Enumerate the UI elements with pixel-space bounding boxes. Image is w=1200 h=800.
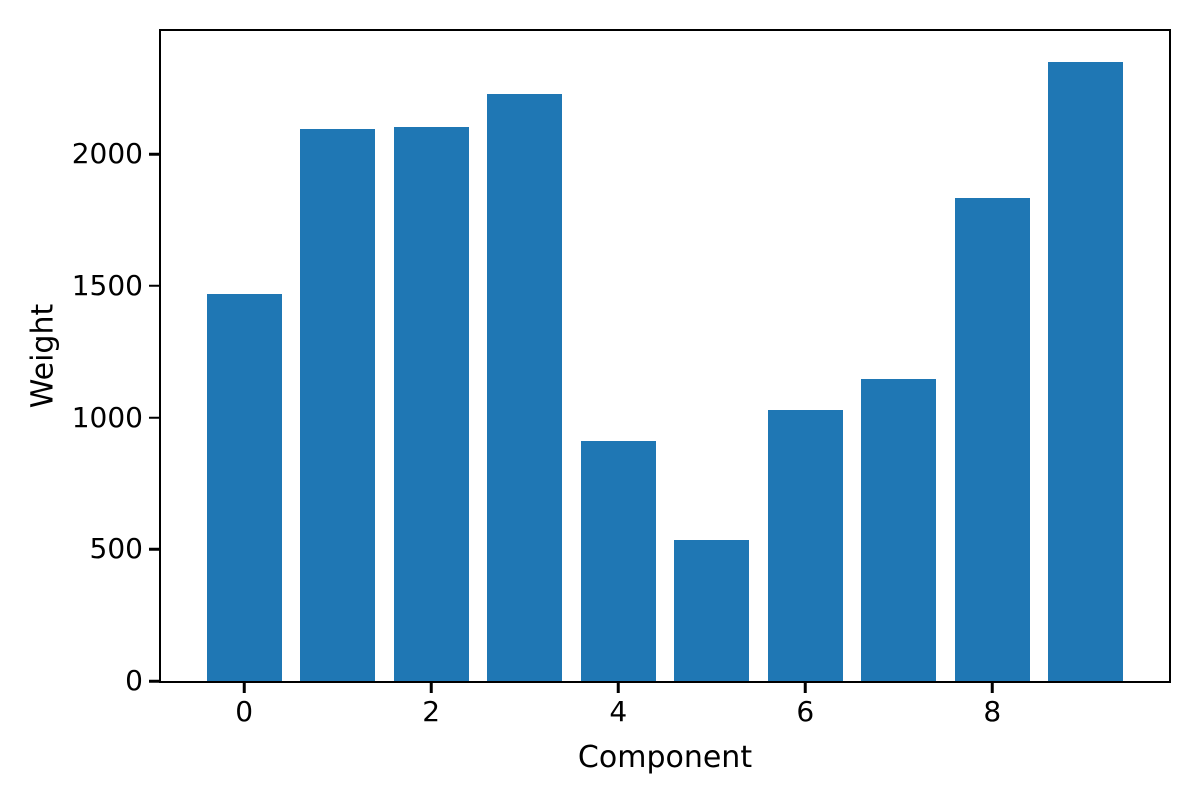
y-tick-label-500: 500 xyxy=(89,532,143,566)
x-tick-label-2: 2 xyxy=(422,695,441,728)
x-tick-label-4: 4 xyxy=(609,695,628,728)
x-tick-mark-2 xyxy=(429,683,433,693)
y-tick-label-1000: 1000 xyxy=(71,400,143,434)
bar-component-9 xyxy=(1048,61,1124,681)
plot-area: 0 500 1000 1500 2000 0 2 4 6 8 Weight Component xyxy=(26,29,1171,774)
x-tick-mark-0 xyxy=(242,683,246,693)
bar-component-8 xyxy=(954,197,1030,681)
y-tick-mark-500 xyxy=(149,548,159,551)
x-tick-mark-6 xyxy=(804,683,807,693)
x-tick-mark-8 xyxy=(991,683,994,693)
bar-component-5 xyxy=(674,540,750,681)
y-tick-label-0: 0 xyxy=(125,664,143,697)
bar-component-4 xyxy=(580,441,656,681)
bar-component-1 xyxy=(300,129,376,681)
y-tick-label-2000: 2000 xyxy=(71,137,143,171)
bar-component-6 xyxy=(767,409,843,681)
x-tick-label-6: 6 xyxy=(796,695,815,728)
x-tick-mark-4 xyxy=(616,683,620,693)
y-axis-label: Weight xyxy=(25,303,61,409)
bar-component-0 xyxy=(206,293,282,681)
y-tick-mark-1000 xyxy=(149,416,159,419)
y-tick-mark-1500 xyxy=(149,284,159,288)
x-axis-label: Component xyxy=(577,740,753,775)
x-tick-label-0: 0 xyxy=(235,695,254,728)
y-tick-mark-2000 xyxy=(149,152,159,156)
y-tick-mark-0 xyxy=(149,679,159,683)
bar-component-2 xyxy=(393,126,469,681)
bar-component-7 xyxy=(861,379,937,681)
y-tick-label-1500: 1500 xyxy=(71,268,143,302)
bar-component-3 xyxy=(487,93,563,681)
x-tick-label-8: 8 xyxy=(983,695,1002,728)
